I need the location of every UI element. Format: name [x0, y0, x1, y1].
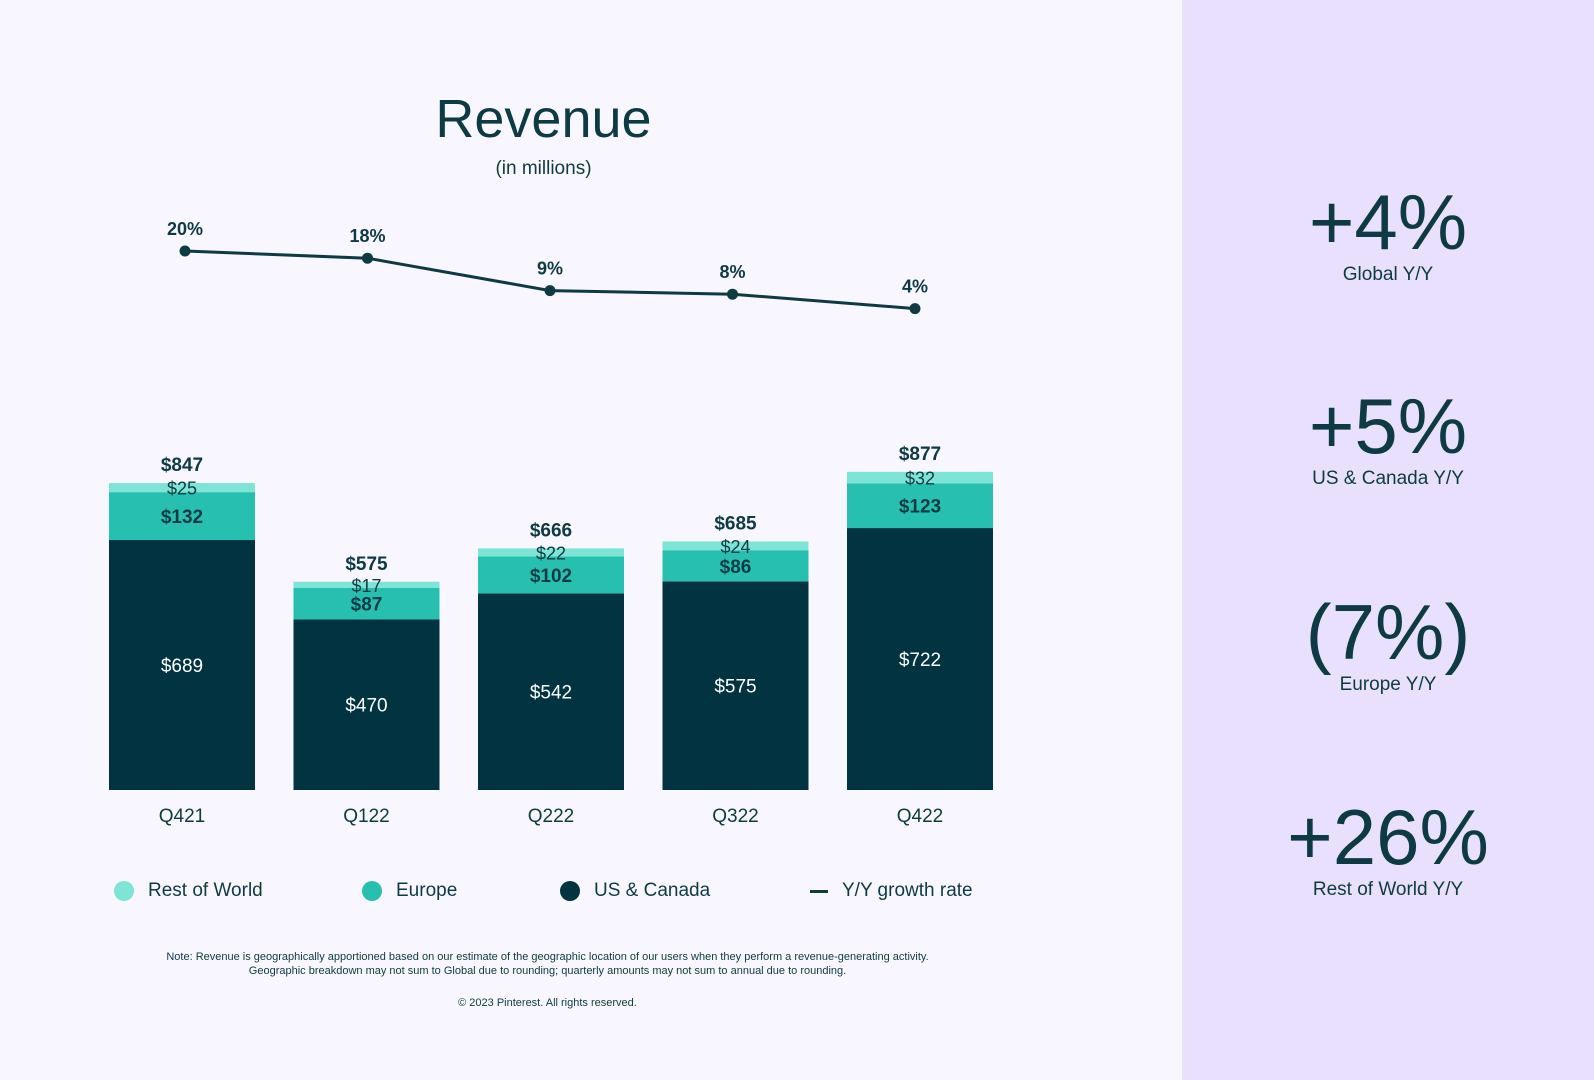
legend: Rest of World Europe US & Canada Y/Y gro… [0, 880, 1182, 910]
x-tick-label: Q122 [343, 806, 389, 827]
bar-segment-rest-of-world [478, 548, 624, 557]
stat-label: Europe Y/Y [1339, 674, 1437, 695]
growth-rate-point [727, 288, 738, 300]
bar-segment-us-canada [662, 581, 809, 790]
growth-rate-point [179, 245, 191, 257]
stat-value: (7%) [1305, 588, 1471, 676]
growth-rate-label: 18% [349, 226, 385, 246]
growth-rate-point [544, 285, 556, 297]
footnote: Note: Revenue is geographically apportio… [0, 951, 1095, 978]
legend-item-growth-rate: Y/Y growth rate [810, 880, 973, 902]
bar-segment-us-canada [293, 619, 440, 790]
total-value-label: $685 [714, 513, 757, 534]
growth-rate-point [362, 252, 373, 264]
growth-line-swatch [810, 889, 828, 893]
us-canada-value-label: $689 [161, 656, 203, 677]
us-canada-value-label: $575 [714, 677, 756, 698]
stat-value: +26% [1287, 793, 1489, 881]
europe-value-label: $87 [351, 595, 383, 616]
bar-segment-rest-of-world [847, 471, 993, 484]
legend-label: Y/Y growth rate [842, 880, 973, 901]
rest-of-world-value-label: $32 [905, 469, 935, 489]
legend-label: Rest of World [148, 880, 263, 901]
legend-label: US & Canada [594, 880, 711, 901]
total-value-label: $666 [530, 520, 572, 541]
chart-title: Revenue [435, 89, 652, 149]
stats-panel [1182, 0, 1594, 1080]
legend-label: Europe [396, 880, 458, 901]
bar-segment-rest-of-world [293, 581, 440, 588]
stat-europe: (7%) Europe Y/Y [1182, 592, 1594, 696]
bar-segment-rest-of-world [662, 541, 809, 551]
us-canada-value-label: $470 [345, 696, 387, 717]
total-value-label: $847 [161, 455, 203, 476]
x-tick-label: Q421 [159, 806, 205, 827]
rest-of-world-value-label: $24 [720, 537, 750, 557]
footnote-line-1: Note: Revenue is geographically apportio… [166, 951, 929, 963]
europe-value-label: $102 [530, 566, 572, 587]
footnote-line-2: Geographic breakdown may not sum to Glob… [248, 964, 847, 977]
growth-rate-label: 8% [719, 262, 745, 282]
growth-rate-label: 4% [902, 277, 928, 297]
stat-value: +4% [1308, 178, 1468, 266]
europe-value-label: $132 [161, 507, 203, 528]
bar-segment-europe [478, 556, 624, 594]
europe-swatch [362, 881, 382, 901]
legend-item-europe: Europe [362, 880, 457, 902]
bar-segment-us-canada [478, 593, 624, 790]
bar-segment-us-canada [847, 528, 993, 790]
us-canada-swatch [560, 881, 580, 901]
legend-item-rest-of-world: Rest of World [114, 880, 263, 902]
rest-of-world-value-label: $17 [351, 576, 381, 596]
stat-label: Rest of World Y/Y [1312, 879, 1464, 900]
us-canada-value-label: $722 [899, 650, 941, 671]
stat-us-canada: +5% US & Canada Y/Y [1182, 386, 1594, 490]
europe-value-label: $86 [720, 557, 752, 578]
stat-label: US & Canada Y/Y [1312, 468, 1464, 489]
us-canada-value-label: $542 [530, 683, 572, 704]
bar-segment-europe [109, 492, 255, 541]
rest-of-world-swatch [114, 881, 134, 901]
revenue-chart: $689$132$25$847Q421$470$87$17$575Q122$54… [109, 219, 993, 827]
bar-segment-rest-of-world [109, 483, 255, 493]
legend-item-us-canada: US & Canada [560, 880, 710, 902]
growth-rate-point [909, 303, 921, 315]
stat-value: +5% [1308, 382, 1468, 470]
bar-segment-europe [662, 550, 809, 582]
total-value-label: $575 [345, 554, 388, 575]
rest-of-world-value-label: $22 [536, 543, 566, 563]
total-value-label: $877 [899, 444, 941, 465]
x-tick-label: Q422 [897, 806, 943, 827]
rest-of-world-value-label: $25 [167, 479, 197, 499]
bar-segment-us-canada [109, 540, 255, 790]
growth-rate-label: 9% [537, 259, 563, 279]
copyright: © 2023 Pinterest. All rights reserved. [458, 997, 637, 1009]
bar-segment-europe [293, 587, 440, 620]
chart-subtitle: (in millions) [495, 158, 592, 179]
x-tick-label: Q322 [712, 806, 758, 827]
stat-label: Global Y/Y [1342, 264, 1434, 285]
europe-value-label: $123 [899, 497, 941, 518]
growth-rate-label: 20% [167, 219, 203, 239]
stat-global: +4% Global Y/Y [1182, 182, 1594, 286]
bar-segment-europe [847, 483, 993, 529]
stat-rest-of-world: +26% Rest of World Y/Y [1182, 797, 1594, 901]
x-tick-label: Q222 [528, 806, 574, 827]
